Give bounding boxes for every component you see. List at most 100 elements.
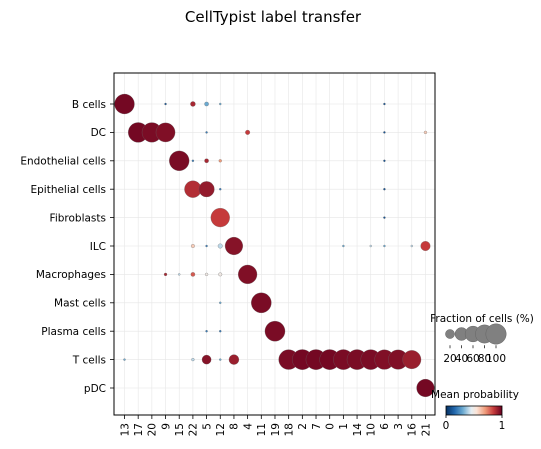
size-legend-dot	[485, 323, 507, 345]
x-tick-label: 3	[393, 423, 405, 430]
dot	[369, 244, 372, 248]
dot	[228, 354, 240, 365]
dot	[219, 301, 222, 304]
x-tick-label: 18	[283, 423, 295, 436]
x-tick-label: 6	[379, 423, 391, 430]
dot	[218, 272, 223, 277]
dot	[402, 350, 422, 369]
color-legend-title: Mean probability	[431, 389, 519, 401]
dot	[191, 358, 195, 362]
y-tick-label: Epithelial cells	[30, 184, 106, 196]
x-tick-label: 11	[256, 423, 268, 436]
x-tick-label: 10	[366, 423, 378, 436]
dot	[155, 122, 176, 143]
size-legend-dot	[445, 329, 455, 339]
dot	[114, 93, 135, 115]
x-tick-label: 20	[147, 423, 159, 436]
y-tick-label: B cells	[72, 99, 106, 111]
x-tick-label: 2	[297, 423, 309, 430]
dot	[383, 131, 386, 134]
dot	[410, 244, 413, 248]
colorbar	[445, 405, 503, 416]
dot	[423, 130, 428, 134]
dot	[238, 264, 258, 284]
x-tick-label: 22	[188, 423, 200, 436]
dot	[169, 150, 190, 171]
x-tick-label: 19	[270, 423, 282, 436]
x-tick-label: 7	[311, 423, 323, 430]
dot	[190, 272, 196, 277]
y-tick-label: Fibroblasts	[50, 212, 106, 224]
dot	[204, 158, 209, 163]
colorbar-tick-label-0: 0	[443, 420, 450, 432]
y-tick-label: pDC	[84, 383, 106, 395]
y-tick-label: Macrophages	[36, 269, 106, 281]
x-tick-label: 12	[215, 423, 227, 436]
dot	[342, 244, 345, 248]
dot-layer	[114, 93, 435, 397]
dot	[205, 330, 208, 333]
size-legend-label: 80	[478, 353, 491, 365]
dot	[205, 131, 208, 134]
dot	[163, 272, 168, 276]
y-tick-label: T cells	[72, 354, 106, 366]
dot	[191, 159, 195, 162]
x-tick-label: 17	[133, 423, 145, 436]
size-legend-label: 100	[486, 353, 506, 365]
x-tick-label: 13	[119, 423, 131, 436]
dot	[383, 102, 386, 106]
dot	[219, 330, 222, 333]
dot	[420, 241, 431, 251]
dot	[204, 101, 209, 107]
dot	[383, 244, 386, 248]
x-tick-label: 14	[352, 423, 364, 437]
dot	[383, 159, 386, 162]
x-tick-label: 9	[160, 423, 172, 430]
size-legend-label: 60	[466, 353, 479, 365]
dot	[251, 292, 272, 313]
x-tick-label: 5	[201, 423, 213, 430]
dot	[204, 272, 209, 276]
y-tick-label: ILC	[90, 241, 106, 253]
x-tick-label: 0	[325, 423, 337, 430]
dot	[198, 181, 215, 198]
dot	[210, 208, 230, 228]
x-tick-label: 8	[229, 423, 241, 430]
y-tick-label: Mast cells	[54, 298, 106, 310]
x-tick-label: 16	[407, 423, 419, 437]
dot	[219, 102, 222, 106]
dot	[219, 358, 222, 361]
chart-title: CellTypist label transfer	[185, 8, 362, 26]
y-tick-label: Endothelial cells	[20, 156, 106, 168]
dot	[164, 102, 167, 106]
dot	[245, 129, 251, 135]
x-tick-label: 21	[420, 423, 432, 436]
y-tick-labels: B cells DC Endothelial cells Epithelial cel…	[20, 99, 114, 395]
colorbar-tick-label-1: 1	[499, 420, 506, 432]
dot	[123, 358, 126, 361]
size-legend-label: 20	[443, 353, 456, 365]
dot	[383, 216, 386, 219]
dot	[201, 354, 212, 365]
dot	[178, 273, 181, 276]
x-tick-label: 4	[242, 423, 254, 430]
size-legend-title: Fraction of cells (%)	[430, 313, 534, 325]
x-tick-label: 15	[174, 423, 186, 436]
dot	[190, 244, 195, 248]
dot	[217, 243, 223, 249]
size-legend-label: 40	[455, 353, 468, 365]
y-tick-label: DC	[91, 127, 106, 139]
dot	[205, 244, 208, 248]
dot	[218, 159, 222, 163]
dot	[383, 188, 386, 191]
x-tick-labels: 13 17 20 9 15 22 5 12 8 4 11 19 18 2 7 0 1 14 10 6 3 16 21	[119, 415, 432, 436]
dot	[190, 101, 196, 107]
dot	[224, 237, 243, 255]
x-tick-label: 1	[338, 423, 350, 430]
color-legend: Mean probability	[431, 389, 519, 401]
y-tick-label: Plasma cells	[41, 326, 106, 338]
plot-frame	[113, 72, 436, 416]
dot	[219, 188, 222, 191]
